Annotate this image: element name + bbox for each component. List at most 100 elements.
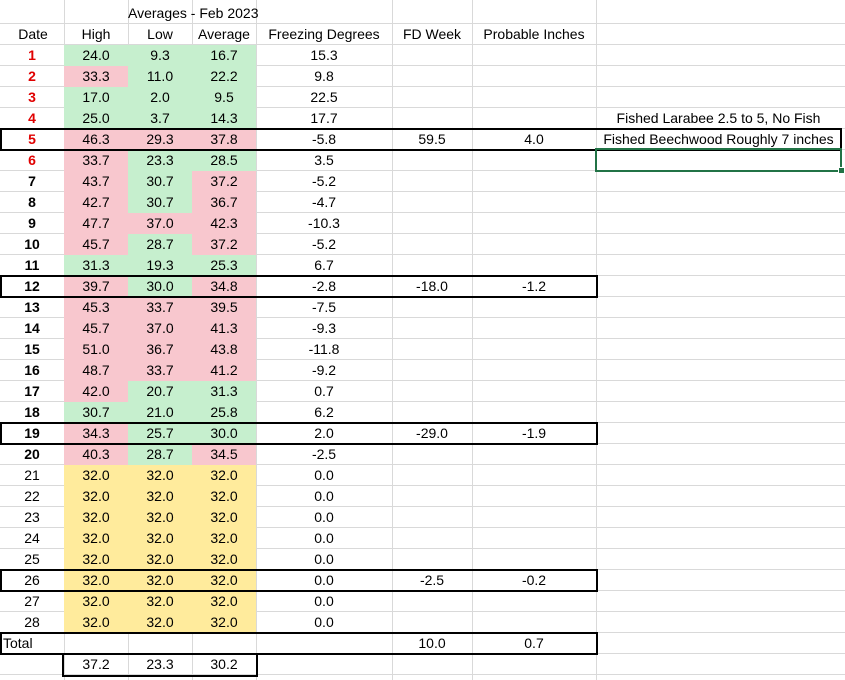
header-freezing-degrees[interactable]: Freezing Degrees (268, 26, 380, 42)
probable-inches-cell[interactable] (472, 150, 596, 171)
high-cell[interactable]: 33.3 (64, 66, 128, 87)
date-cell[interactable]: 11 (24, 257, 40, 273)
low-cell[interactable]: 25.7 (128, 423, 192, 444)
high-cell[interactable]: 47.7 (64, 213, 128, 234)
average-cell[interactable]: 14.3 (192, 108, 256, 129)
average-cell[interactable]: 32.0 (192, 549, 256, 570)
high-cell[interactable]: 39.7 (64, 276, 128, 297)
freezing-degrees-cell[interactable]: -5.2 (311, 173, 337, 189)
header-average[interactable]: Average (198, 26, 250, 42)
average-cell[interactable]: 31.3 (192, 381, 256, 402)
low-cell[interactable]: 33.7 (128, 297, 192, 318)
probable-inches-cell[interactable] (472, 297, 596, 318)
freezing-degrees-cell[interactable]: 0.7 (314, 383, 334, 399)
freezing-degrees-cell[interactable]: 0.0 (314, 467, 334, 483)
average-cell[interactable]: 30.0 (192, 423, 256, 444)
average-cell[interactable]: 41.2 (192, 360, 256, 381)
average-cell[interactable]: 39.5 (192, 297, 256, 318)
fd-week-cell[interactable]: -2.5 (419, 572, 445, 588)
probable-inches-cell[interactable] (472, 213, 596, 234)
date-cell[interactable]: 12 (24, 278, 40, 294)
freezing-degrees-cell[interactable]: 6.7 (314, 257, 334, 273)
high-cell[interactable]: 33.7 (64, 150, 128, 171)
date-cell[interactable]: 20 (24, 446, 40, 462)
date-cell[interactable]: 7 (28, 173, 36, 189)
date-cell[interactable]: 8 (28, 194, 36, 210)
header-high[interactable]: High (81, 26, 111, 42)
average-cell[interactable]: 32.0 (192, 465, 256, 486)
freezing-degrees-cell[interactable]: 6.2 (314, 404, 334, 420)
date-cell[interactable]: 5 (28, 131, 36, 147)
high-cell[interactable]: 45.7 (64, 318, 128, 339)
average-cell[interactable]: 9.5 (192, 87, 256, 108)
average-cell[interactable]: 32.0 (192, 528, 256, 549)
probable-inches-cell[interactable] (472, 549, 596, 570)
date-cell[interactable]: 18 (24, 404, 40, 420)
total-label[interactable]: Total (3, 635, 33, 651)
probable-inches-cell[interactable] (472, 486, 596, 507)
fd-week-cell[interactable] (392, 66, 472, 87)
high-cell[interactable]: 17.0 (64, 87, 128, 108)
date-cell[interactable]: 10 (24, 236, 40, 252)
probable-inches-cell[interactable] (472, 465, 596, 486)
freezing-degrees-cell[interactable]: -9.2 (311, 362, 337, 378)
low-cell[interactable]: 9.3 (128, 45, 192, 66)
probable-inches-cell[interactable]: -1.2 (521, 278, 547, 294)
freezing-degrees-cell[interactable]: 0.0 (314, 551, 334, 567)
freezing-degrees-cell[interactable]: -2.8 (311, 278, 337, 294)
low-cell[interactable]: 3.7 (128, 108, 192, 129)
high-cell[interactable]: 31.3 (64, 255, 128, 276)
low-cell[interactable]: 11.0 (128, 66, 192, 87)
high-cell[interactable]: 25.0 (64, 108, 128, 129)
date-cell[interactable]: 4 (28, 110, 36, 126)
high-cell[interactable]: 30.7 (64, 402, 128, 423)
average-cell[interactable]: 32.0 (192, 570, 256, 591)
fd-week-cell[interactable] (392, 87, 472, 108)
high-cell[interactable]: 42.0 (64, 381, 128, 402)
fd-week-cell[interactable] (392, 108, 472, 129)
high-cell[interactable]: 32.0 (64, 612, 128, 633)
probable-inches-cell[interactable] (472, 591, 596, 612)
high-cell[interactable]: 45.3 (64, 297, 128, 318)
low-cell[interactable]: 37.0 (128, 213, 192, 234)
fill-handle[interactable] (838, 167, 845, 174)
low-cell[interactable]: 19.3 (128, 255, 192, 276)
fd-week-cell[interactable] (392, 213, 472, 234)
freezing-degrees-cell[interactable]: 3.5 (314, 152, 334, 168)
note-fished-larabee[interactable]: Fished Larabee 2.5 to 5, No Fish (616, 110, 821, 126)
probable-inches-cell[interactable] (472, 45, 596, 66)
date-cell[interactable]: 1 (28, 47, 36, 63)
fd-week-cell[interactable]: -29.0 (416, 425, 448, 441)
low-cell[interactable]: 30.0 (128, 276, 192, 297)
low-cell[interactable]: 23.3 (128, 150, 192, 171)
freezing-degrees-cell[interactable]: 9.8 (314, 68, 334, 84)
high-cell[interactable]: 24.0 (64, 45, 128, 66)
header-probable-inches[interactable]: Probable Inches (483, 26, 585, 42)
high-cell[interactable]: 46.3 (64, 129, 128, 150)
probable-inches-cell[interactable] (472, 171, 596, 192)
freezing-degrees-cell[interactable]: 0.0 (314, 572, 334, 588)
average-cell[interactable]: 28.5 (192, 150, 256, 171)
header-fd-week[interactable]: FD Week (402, 26, 462, 42)
probable-inches-cell[interactable] (472, 528, 596, 549)
date-cell[interactable]: 21 (24, 467, 40, 483)
header-date[interactable]: Date (18, 26, 48, 42)
average-cell[interactable]: 25.3 (192, 255, 256, 276)
freezing-degrees-cell[interactable]: -2.5 (311, 446, 337, 462)
fd-week-cell[interactable]: 59.5 (418, 131, 446, 147)
date-cell[interactable]: 26 (24, 572, 40, 588)
low-cell[interactable]: 32.0 (128, 528, 192, 549)
low-cell[interactable]: 36.7 (128, 339, 192, 360)
low-cell[interactable]: 32.0 (128, 591, 192, 612)
fd-week-cell[interactable] (392, 192, 472, 213)
high-cell[interactable]: 42.7 (64, 192, 128, 213)
average-low[interactable]: 23.3 (146, 656, 174, 672)
high-cell[interactable]: 32.0 (64, 465, 128, 486)
high-cell[interactable]: 32.0 (64, 549, 128, 570)
probable-inches-cell[interactable] (472, 234, 596, 255)
fd-week-cell[interactable] (392, 612, 472, 633)
low-cell[interactable]: 2.0 (128, 87, 192, 108)
average-cell[interactable]: 34.8 (192, 276, 256, 297)
low-cell[interactable]: 28.7 (128, 444, 192, 465)
fd-week-cell[interactable] (392, 381, 472, 402)
